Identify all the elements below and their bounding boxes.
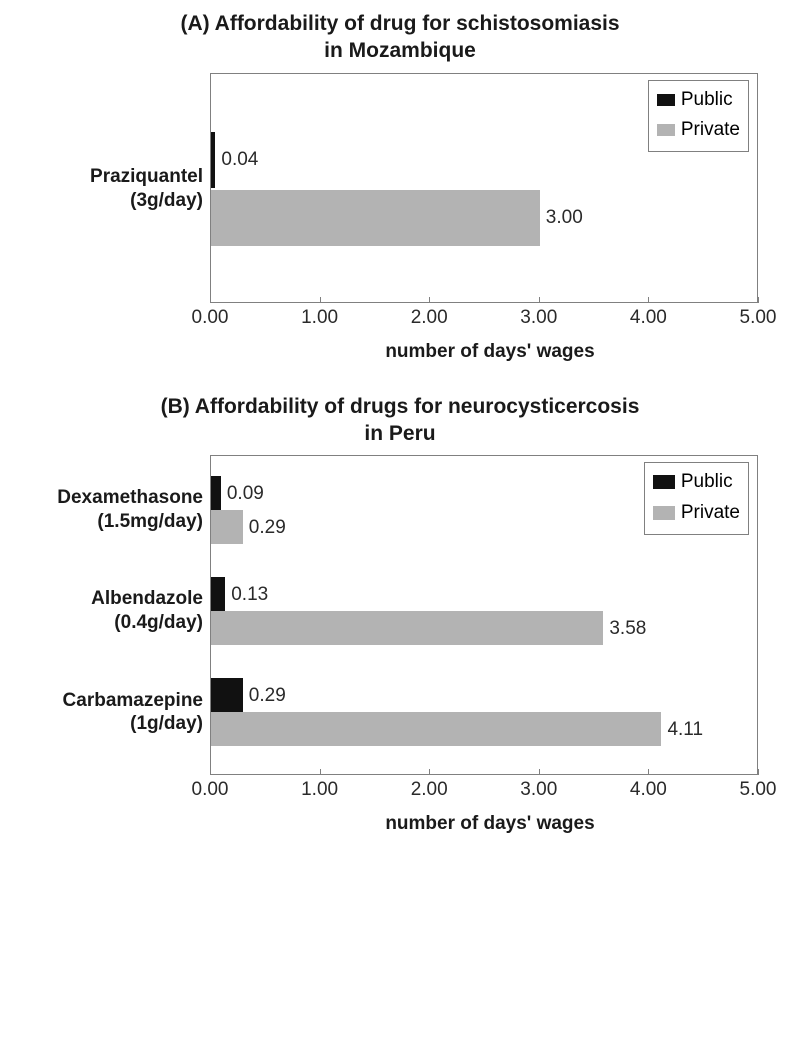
x-tick-mark bbox=[429, 769, 430, 775]
chart-b-value-label-private: 0.29 bbox=[249, 517, 286, 539]
x-tick-mark bbox=[539, 297, 540, 303]
x-tick-mark bbox=[210, 297, 211, 303]
chart-a-legend-item-private: Private bbox=[657, 115, 740, 145]
x-tick-mark bbox=[429, 297, 430, 303]
legend-label: Private bbox=[681, 115, 740, 145]
x-tick-mark bbox=[648, 769, 649, 775]
chart-b-value-label-public: 0.13 bbox=[231, 584, 268, 606]
x-tick-mark bbox=[539, 769, 540, 775]
chart-b-bar-public bbox=[211, 678, 243, 712]
chart-b-plot-area: Dexamethasone(1.5mg/day)0.090.29Albendaz… bbox=[210, 455, 758, 775]
chart-b-x-axis-title: number of days' wages bbox=[210, 813, 770, 835]
x-tick-mark bbox=[210, 769, 211, 775]
legend-swatch-icon bbox=[653, 475, 675, 489]
x-tick-label: 2.00 bbox=[411, 307, 448, 329]
legend-label: Private bbox=[681, 498, 740, 528]
chart-a-bar-public bbox=[211, 132, 215, 188]
x-tick-mark bbox=[648, 297, 649, 303]
chart-a-title-line1: (A) Affordability of drug for schistosom… bbox=[180, 12, 619, 35]
x-tick-label: 3.00 bbox=[520, 779, 557, 801]
chart-a-value-label-public: 0.04 bbox=[221, 149, 258, 171]
chart-b-legend-item-public: Public bbox=[653, 467, 740, 497]
chart-a-bar-private bbox=[211, 190, 540, 246]
x-tick-label: 2.00 bbox=[411, 779, 448, 801]
x-tick-label: 5.00 bbox=[740, 307, 777, 329]
legend-label: Public bbox=[681, 467, 733, 497]
chart-b-value-label-public: 0.29 bbox=[249, 685, 286, 707]
chart-b-value-label-private: 3.58 bbox=[609, 618, 646, 640]
x-tick-label: 1.00 bbox=[301, 307, 338, 329]
chart-a-title-line2: in Mozambique bbox=[324, 39, 476, 62]
chart-b-bar-public bbox=[211, 577, 225, 611]
chart-b-bar-public bbox=[211, 476, 221, 510]
chart-b-legend-item-private: Private bbox=[653, 498, 740, 528]
legend-label: Public bbox=[681, 85, 733, 115]
chart-a-legend: PublicPrivate bbox=[648, 80, 749, 153]
chart-a-plot-area: Praziquantel(3g/day)0.043.00PublicPrivat… bbox=[210, 73, 758, 303]
chart-a: (A) Affordability of drug for schistosom… bbox=[30, 10, 770, 363]
chart-a-x-axis: 0.001.002.003.004.005.00 bbox=[210, 303, 758, 337]
chart-a-value-label-private: 3.00 bbox=[546, 207, 583, 229]
legend-swatch-icon bbox=[657, 124, 675, 136]
x-tick-label: 0.00 bbox=[192, 779, 229, 801]
x-tick-mark bbox=[320, 769, 321, 775]
chart-a-category-label: Praziquantel(3g/day) bbox=[28, 165, 203, 213]
x-tick-label: 4.00 bbox=[630, 307, 667, 329]
chart-a-x-axis-title: number of days' wages bbox=[210, 341, 770, 363]
chart-b-bar-private bbox=[211, 712, 661, 746]
chart-a-legend-item-public: Public bbox=[657, 85, 740, 115]
x-tick-label: 0.00 bbox=[192, 307, 229, 329]
chart-b-value-label-public: 0.09 bbox=[227, 483, 264, 505]
chart-b-category-label: Albendazole(0.4g/day) bbox=[28, 587, 203, 635]
chart-b-category-label: Dexamethasone(1.5mg/day) bbox=[28, 486, 203, 534]
x-tick-label: 1.00 bbox=[301, 779, 338, 801]
chart-b-title: (B) Affordability of drugs for neurocyst… bbox=[30, 393, 770, 448]
chart-b-bar-private bbox=[211, 611, 603, 645]
x-tick-label: 4.00 bbox=[630, 779, 667, 801]
chart-b: (B) Affordability of drugs for neurocyst… bbox=[30, 393, 770, 836]
chart-b-title-line1: (B) Affordability of drugs for neurocyst… bbox=[161, 395, 640, 418]
chart-a-title: (A) Affordability of drug for schistosom… bbox=[30, 10, 770, 65]
x-tick-label: 3.00 bbox=[520, 307, 557, 329]
chart-b-category-label: Carbamazepine(1g/day) bbox=[28, 689, 203, 737]
chart-b-x-axis: 0.001.002.003.004.005.00 bbox=[210, 775, 758, 809]
x-tick-mark bbox=[320, 297, 321, 303]
legend-swatch-icon bbox=[653, 506, 675, 520]
chart-b-bar-private bbox=[211, 510, 243, 544]
page: (A) Affordability of drug for schistosom… bbox=[0, 0, 800, 885]
x-tick-mark bbox=[758, 769, 759, 775]
chart-b-value-label-private: 4.11 bbox=[667, 719, 703, 741]
x-tick-mark bbox=[758, 297, 759, 303]
x-tick-label: 5.00 bbox=[740, 779, 777, 801]
chart-b-title-line2: in Peru bbox=[364, 422, 435, 445]
chart-b-legend: PublicPrivate bbox=[644, 462, 749, 535]
legend-swatch-icon bbox=[657, 94, 675, 106]
